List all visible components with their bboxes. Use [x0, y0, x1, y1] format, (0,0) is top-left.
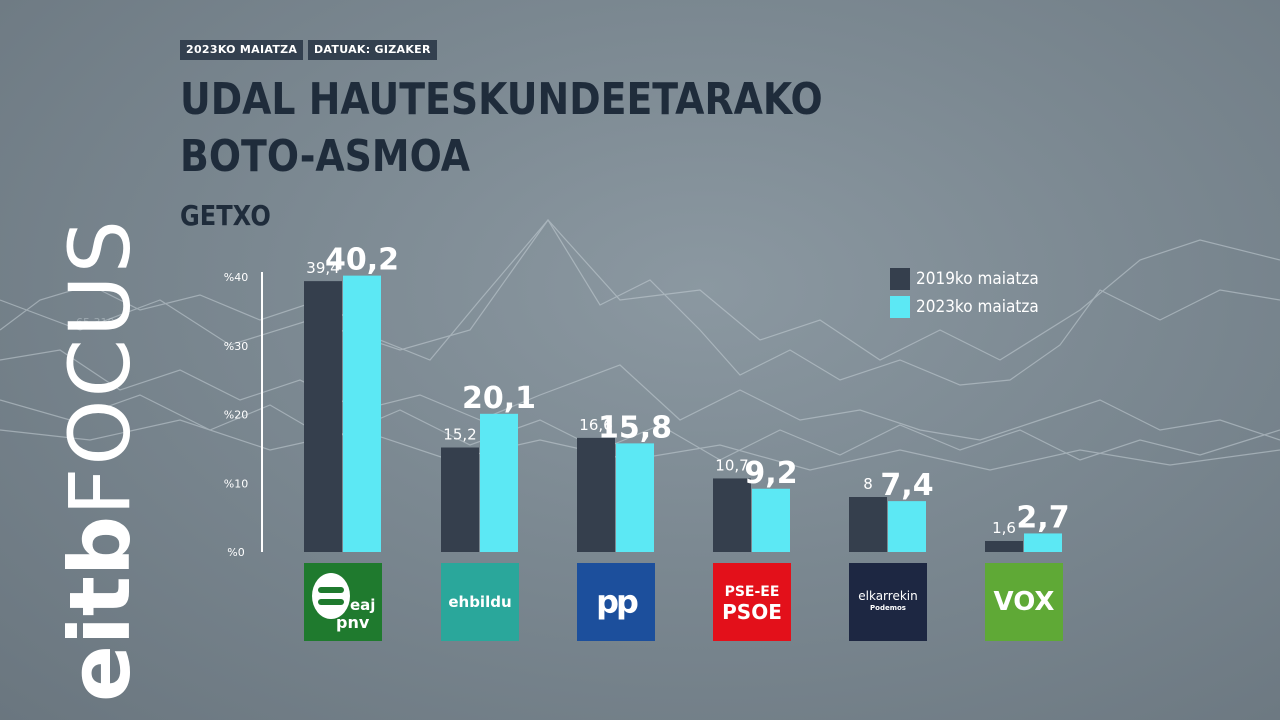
data-label-2023: 20,1	[462, 381, 536, 416]
bar-2023	[1024, 533, 1062, 552]
bar-2019	[985, 541, 1023, 552]
data-label-2023: 40,2	[325, 243, 399, 278]
party-logo-pse-ee-psoe: PSE-EE PSOE	[713, 563, 791, 641]
data-label-2023: 2,7	[1016, 500, 1069, 535]
source-tag: DATUAK: GIZAKER	[308, 40, 437, 60]
legend-label-2023: 2023ko maiatza	[916, 297, 1039, 317]
y-tick-label: %10	[224, 477, 248, 490]
data-label-2019: 16,6	[579, 416, 612, 434]
subtitle: GETXO	[180, 199, 271, 232]
party-logo-vox: VOX	[985, 563, 1063, 641]
data-label-2019: 10,7	[715, 456, 748, 474]
party-logo-ehbildu: ehbildu	[441, 563, 519, 641]
y-tick-label: %40	[224, 271, 248, 284]
party-logo-pp: pp	[577, 563, 655, 641]
data-label-2019: 8	[863, 475, 873, 493]
bar-2023	[616, 443, 654, 552]
legend-label-2019: 2019ko maiatza	[916, 269, 1039, 289]
bar-2019	[849, 497, 887, 552]
y-tick-label: %30	[224, 340, 248, 353]
data-label-2019: 1,6	[992, 519, 1016, 537]
bar-2023	[752, 488, 790, 552]
date-tag: 2023KO MAIATZA	[180, 40, 304, 60]
bar-2023	[480, 413, 518, 552]
data-label-2019: 39,4	[306, 259, 339, 277]
y-tick-label: %20	[224, 409, 248, 422]
y-tick-label: %0	[227, 546, 244, 559]
legend-swatch-2019	[890, 268, 910, 290]
bar-2019	[577, 437, 615, 552]
party-logo-eaj-pnv: eaj pnv	[304, 563, 382, 641]
bar-2019	[304, 281, 342, 552]
data-label-2023: 9,2	[744, 456, 797, 491]
svg-text:-65.310: -65.310	[72, 316, 114, 329]
data-label-2023: 15,8	[598, 410, 672, 445]
bar-2019	[441, 447, 479, 552]
bar-2023	[888, 501, 926, 552]
title-line-2: BOTO-ASMOA	[180, 131, 471, 182]
data-label-2019: 15,2	[443, 426, 476, 444]
data-label-2023: 7,4	[880, 468, 933, 503]
legend-swatch-2023	[890, 296, 910, 318]
party-logo-elkarrekin: elkarrekin Podemos	[849, 563, 927, 641]
title-line-1: UDAL HAUTESKUNDEETARAKO	[180, 74, 823, 125]
bar-2023	[343, 275, 381, 552]
bar-2019	[713, 478, 751, 552]
